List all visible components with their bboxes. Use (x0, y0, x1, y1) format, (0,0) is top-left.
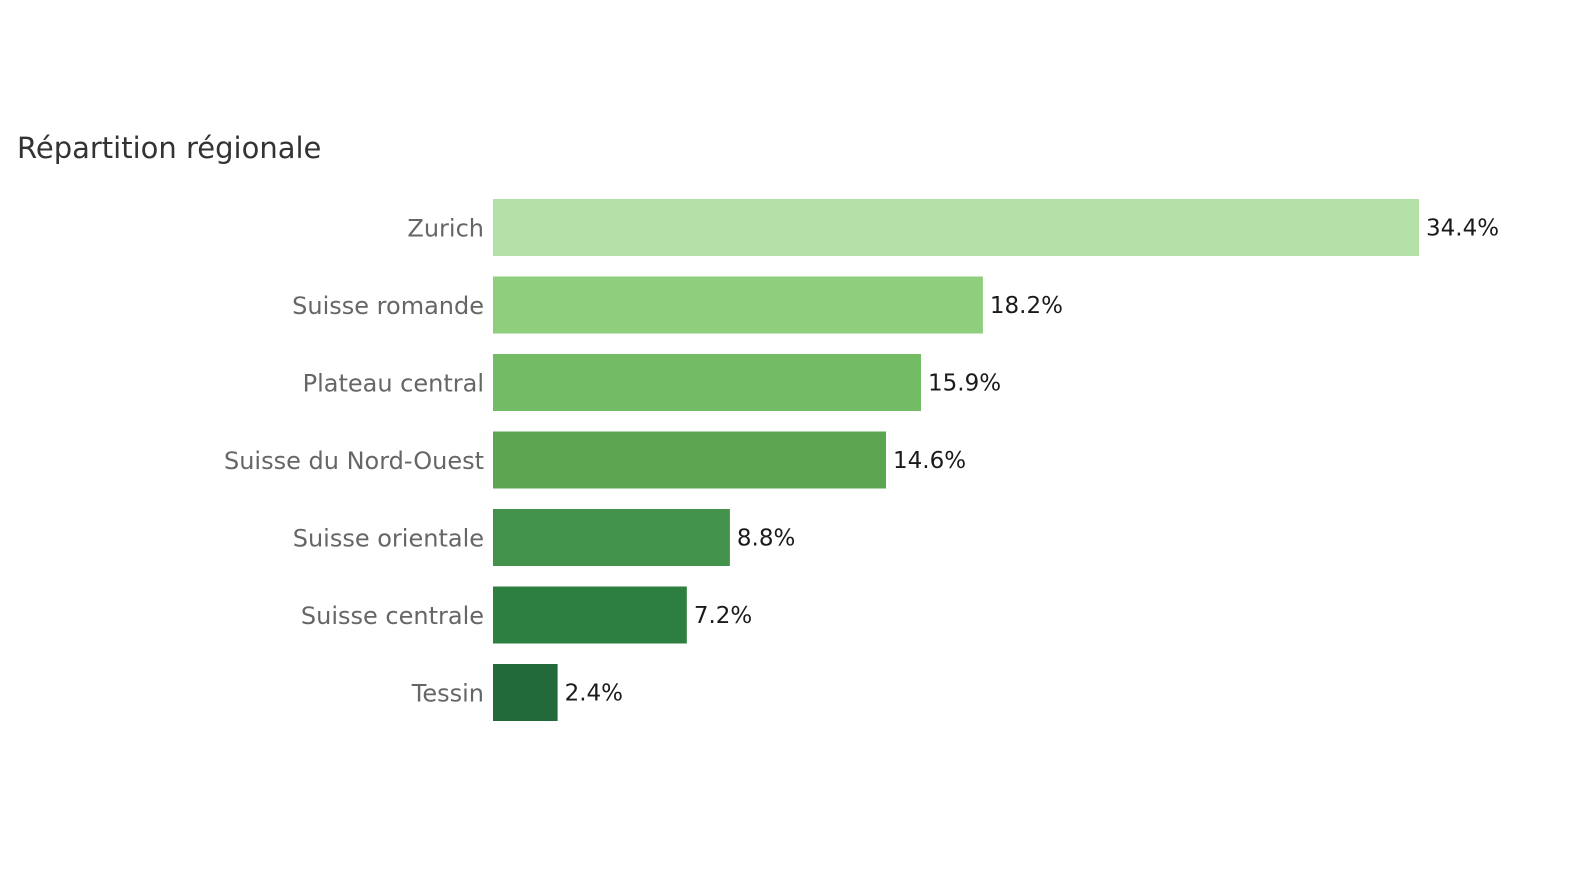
value-label: 2.4% (565, 681, 623, 707)
category-labels-layer: Zurich Suisse romande Plateau central Suiss… (224, 215, 484, 708)
value-label: 8.8% (737, 526, 795, 552)
bar (493, 354, 922, 411)
category-label: Suisse orientale (293, 525, 484, 553)
value-label: 18.2% (990, 293, 1063, 319)
value-label: 7.2% (694, 603, 752, 629)
category-label: Suisse centrale (301, 602, 484, 630)
bar (493, 199, 1419, 256)
value-label: 34.4% (1426, 216, 1499, 242)
value-labels-layer: 34.4% 18.2% 15.9% 14.6% 8.8% 7.2% 2.4% (565, 216, 1499, 707)
bars-layer (493, 199, 1419, 721)
bar (493, 276, 983, 334)
category-label: Zurich (407, 215, 484, 243)
bar (493, 509, 730, 566)
category-label: Plateau central (303, 370, 484, 398)
bar (493, 664, 558, 721)
value-label: 14.6% (893, 448, 966, 474)
value-label: 15.9% (928, 371, 1001, 397)
category-label: Suisse du Nord-Ouest (224, 447, 484, 475)
category-label: Tessin (411, 680, 484, 708)
category-label: Suisse romande (292, 292, 484, 320)
chart-title: Répartition régionale (17, 131, 322, 165)
bar (493, 431, 887, 489)
bar (493, 586, 687, 644)
